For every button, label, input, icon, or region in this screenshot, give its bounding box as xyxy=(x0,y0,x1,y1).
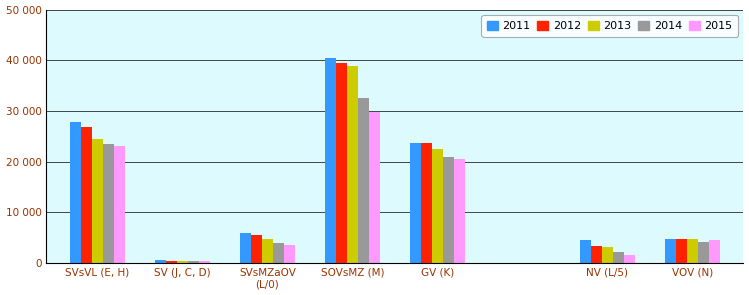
Bar xyxy=(432,149,443,263)
Bar xyxy=(613,252,624,263)
Bar xyxy=(454,159,465,263)
Bar xyxy=(251,235,262,263)
Bar xyxy=(325,58,336,263)
Bar xyxy=(262,239,273,263)
Bar xyxy=(602,247,613,263)
Bar xyxy=(81,127,92,263)
Bar xyxy=(665,239,676,263)
Bar xyxy=(358,98,369,263)
Bar xyxy=(177,261,188,263)
Bar xyxy=(155,260,166,263)
Bar xyxy=(698,242,709,263)
Bar xyxy=(347,66,358,263)
Bar xyxy=(443,157,454,263)
Bar xyxy=(591,246,602,263)
Bar xyxy=(580,240,591,263)
Bar xyxy=(624,255,635,263)
Bar xyxy=(92,139,103,263)
Bar xyxy=(676,239,687,263)
Bar xyxy=(199,261,210,263)
Bar xyxy=(70,122,81,263)
Bar xyxy=(240,232,251,263)
Bar xyxy=(166,261,177,263)
Bar xyxy=(410,143,421,263)
Bar xyxy=(103,144,114,263)
Bar xyxy=(687,239,698,263)
Bar xyxy=(421,143,432,263)
Bar xyxy=(336,63,347,263)
Bar xyxy=(709,240,720,263)
Legend: 2011, 2012, 2013, 2014, 2015: 2011, 2012, 2013, 2014, 2015 xyxy=(482,15,738,37)
Bar xyxy=(188,261,199,263)
Bar xyxy=(369,112,380,263)
Bar xyxy=(114,146,125,263)
Bar xyxy=(284,245,295,263)
Bar xyxy=(273,243,284,263)
